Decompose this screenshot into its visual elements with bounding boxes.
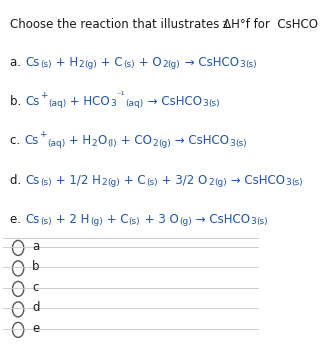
Text: + 1/2 H: + 1/2 H bbox=[52, 174, 101, 186]
Text: + 3 O: + 3 O bbox=[140, 213, 178, 226]
Text: 3: 3 bbox=[221, 21, 227, 30]
Text: Cs: Cs bbox=[25, 213, 40, 226]
Text: 2: 2 bbox=[208, 178, 214, 187]
Text: O: O bbox=[98, 134, 107, 147]
Text: 2: 2 bbox=[78, 60, 84, 69]
Text: 3: 3 bbox=[251, 217, 256, 226]
Text: 3: 3 bbox=[202, 99, 208, 108]
Text: → CsHCO: → CsHCO bbox=[192, 213, 250, 226]
Text: + H: + H bbox=[65, 134, 91, 147]
Text: (s): (s) bbox=[208, 99, 220, 108]
Text: → CsHCO: → CsHCO bbox=[227, 174, 285, 186]
Text: (aq): (aq) bbox=[47, 139, 65, 148]
Text: 3: 3 bbox=[230, 139, 235, 148]
Text: (s): (s) bbox=[40, 60, 52, 69]
Text: Cs: Cs bbox=[25, 56, 40, 69]
Text: + C: + C bbox=[103, 213, 128, 226]
Text: + C: + C bbox=[97, 56, 123, 69]
Text: + HCO: + HCO bbox=[66, 95, 110, 108]
Text: (s): (s) bbox=[292, 178, 303, 187]
Text: + O: + O bbox=[135, 56, 162, 69]
Text: + C: + C bbox=[120, 174, 146, 186]
Text: (s): (s) bbox=[245, 60, 257, 69]
Text: a: a bbox=[32, 240, 39, 253]
Text: + H: + H bbox=[52, 56, 78, 69]
Text: (g): (g) bbox=[179, 217, 192, 226]
Text: d: d bbox=[32, 301, 40, 314]
Text: Cs: Cs bbox=[26, 95, 40, 108]
Text: Cs: Cs bbox=[26, 174, 40, 186]
Text: ⁻¹: ⁻¹ bbox=[117, 91, 125, 100]
Text: (l): (l) bbox=[107, 139, 117, 148]
Text: (g): (g) bbox=[90, 217, 102, 226]
Text: .: . bbox=[226, 18, 229, 31]
Text: (s): (s) bbox=[40, 178, 52, 187]
Text: → CsHCO: → CsHCO bbox=[171, 134, 229, 147]
Text: (g): (g) bbox=[84, 60, 97, 69]
Text: 3: 3 bbox=[111, 99, 116, 108]
Text: a.: a. bbox=[10, 56, 25, 69]
Text: → CsHCO: → CsHCO bbox=[144, 95, 202, 108]
Text: 2: 2 bbox=[92, 139, 98, 148]
Text: (aq): (aq) bbox=[125, 99, 143, 108]
Text: 3: 3 bbox=[240, 60, 245, 69]
Text: (s): (s) bbox=[129, 217, 140, 226]
Text: (s): (s) bbox=[123, 60, 135, 69]
Text: (s): (s) bbox=[256, 217, 268, 226]
Text: + 2 H: + 2 H bbox=[52, 213, 89, 226]
Text: (g): (g) bbox=[158, 139, 171, 148]
Text: (g): (g) bbox=[214, 178, 227, 187]
Text: 2: 2 bbox=[152, 139, 158, 148]
Text: 2: 2 bbox=[162, 60, 167, 69]
Text: + CO: + CO bbox=[117, 134, 151, 147]
Text: +: + bbox=[40, 91, 48, 100]
Text: e: e bbox=[32, 322, 39, 335]
Text: c.: c. bbox=[10, 134, 24, 147]
Text: → CsHCO: → CsHCO bbox=[180, 56, 239, 69]
Text: d.: d. bbox=[10, 174, 25, 186]
Text: (aq): (aq) bbox=[48, 99, 66, 108]
Text: 2: 2 bbox=[102, 178, 107, 187]
Text: + 3/2 O: + 3/2 O bbox=[158, 174, 207, 186]
Text: (s): (s) bbox=[146, 178, 158, 187]
Text: (g): (g) bbox=[108, 178, 120, 187]
Text: Choose the reaction that illustrates ΔH°f for  CsHCO: Choose the reaction that illustrates ΔH°… bbox=[10, 18, 318, 31]
Text: 3: 3 bbox=[286, 178, 292, 187]
Text: e.: e. bbox=[10, 213, 25, 226]
Text: b.: b. bbox=[10, 95, 25, 108]
Text: +: + bbox=[39, 130, 46, 139]
Text: c: c bbox=[32, 281, 39, 294]
Text: (s): (s) bbox=[40, 217, 52, 226]
Text: (s): (s) bbox=[236, 139, 247, 148]
Text: Cs: Cs bbox=[25, 134, 39, 147]
Text: (g): (g) bbox=[168, 60, 180, 69]
Text: b: b bbox=[32, 260, 40, 273]
